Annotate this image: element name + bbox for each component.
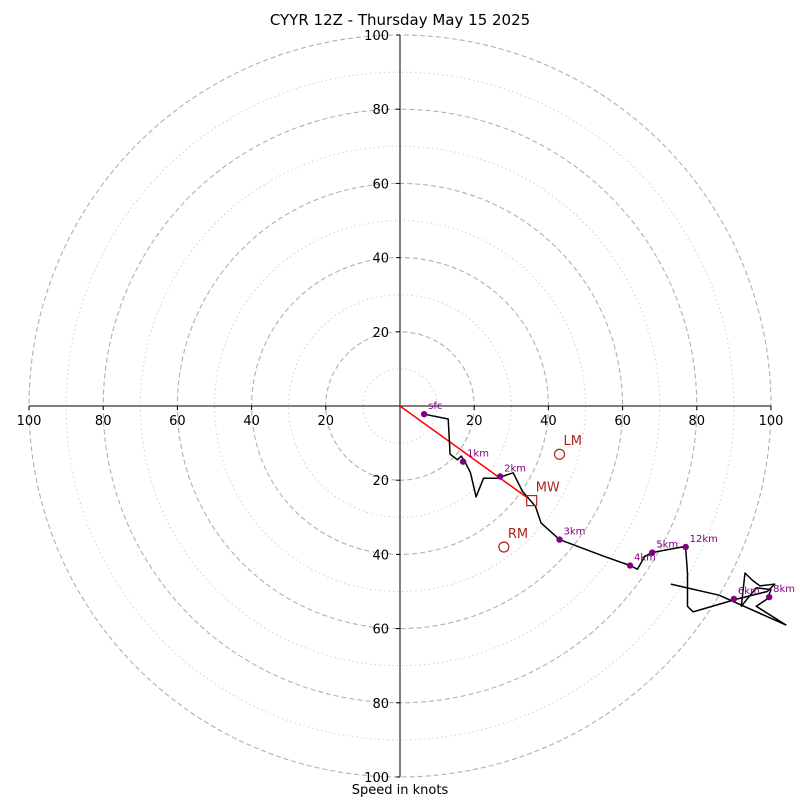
height-marker-label: 6km — [738, 586, 760, 597]
y-tick-label: 60 — [372, 623, 389, 638]
storm-motion-marker — [498, 541, 510, 553]
x-tick-label: 20 — [318, 414, 335, 429]
y-tick-label: 80 — [372, 697, 389, 712]
y-tick-label: 80 — [372, 103, 389, 118]
storm-motion-markers: LM MW RM — [498, 434, 582, 553]
height-marker-label: 2km — [504, 463, 526, 474]
chart-title: CYYR 12Z - Thursday May 15 2025 — [269, 11, 531, 29]
x-tick-label: 40 — [540, 414, 557, 429]
hodograph-traces — [399, 405, 787, 626]
height-marker-label: 4km — [634, 553, 656, 564]
height-marker-label: 8km — [773, 584, 795, 595]
storm-motion-label: MW — [536, 481, 560, 496]
height-marker-dot — [496, 473, 504, 480]
hodograph-line — [423, 413, 787, 626]
storm-motion-marker — [553, 448, 566, 460]
storm-motion-label: RM — [508, 527, 528, 542]
height-marker-dot — [730, 595, 738, 603]
height-marker-dot — [649, 549, 656, 556]
tick-labels: 100 100 80 80 60 60 40 40 20 20 20 20 40 40 60 60 80 80 10… — [17, 29, 784, 786]
height-marker-label: sfc — [428, 401, 442, 412]
x-tick-label: 60 — [169, 414, 186, 429]
x-tick-label: 100 — [17, 414, 42, 429]
height-marker-label: 5km — [656, 540, 678, 551]
x-tick-label: 40 — [243, 414, 260, 429]
y-tick-label: 40 — [372, 252, 389, 267]
storm-motion-label: LM — [564, 434, 582, 449]
y-tick-label: 20 — [372, 474, 389, 489]
height-marker-dot — [556, 536, 563, 543]
height-marker-dot — [459, 458, 467, 465]
height-marker-label: 1km — [467, 449, 489, 460]
storm-motion-marker — [526, 495, 538, 507]
height-marker-dot — [420, 410, 428, 418]
x-tick-label: 80 — [95, 414, 112, 429]
x-axis-label: Speed in knots — [351, 783, 449, 798]
x-tick-label: 60 — [614, 414, 631, 429]
y-tick-label: 100 — [364, 771, 389, 786]
x-tick-label: 20 — [466, 414, 483, 429]
y-tick-label: 40 — [372, 548, 389, 563]
height-marker-dot — [682, 543, 689, 551]
x-tick-label: 80 — [689, 414, 706, 429]
height-marker-label: 12km — [690, 534, 718, 545]
height-marker-label: 3km — [564, 527, 586, 538]
y-tick-label: 20 — [372, 326, 389, 341]
height-marker-dot — [626, 562, 634, 569]
x-tick-label: 100 — [759, 414, 784, 429]
y-tick-label: 60 — [372, 177, 389, 192]
shear-vector-line — [399, 405, 527, 498]
height-marker-dot — [765, 593, 773, 601]
y-tick-label: 100 — [364, 29, 389, 44]
